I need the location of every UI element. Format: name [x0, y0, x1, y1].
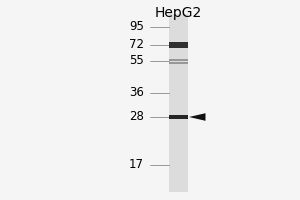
Text: 36: 36 — [129, 86, 144, 99]
Text: HepG2: HepG2 — [155, 6, 202, 20]
Text: 55: 55 — [129, 54, 144, 68]
Text: 72: 72 — [129, 38, 144, 51]
Bar — [169, 115, 188, 119]
Bar — [169, 59, 188, 61]
Text: 95: 95 — [129, 21, 144, 33]
Bar — [169, 62, 188, 64]
Text: 17: 17 — [129, 158, 144, 171]
FancyBboxPatch shape — [169, 14, 188, 192]
Bar — [169, 43, 188, 47]
Text: 28: 28 — [129, 110, 144, 123]
Polygon shape — [189, 113, 206, 121]
